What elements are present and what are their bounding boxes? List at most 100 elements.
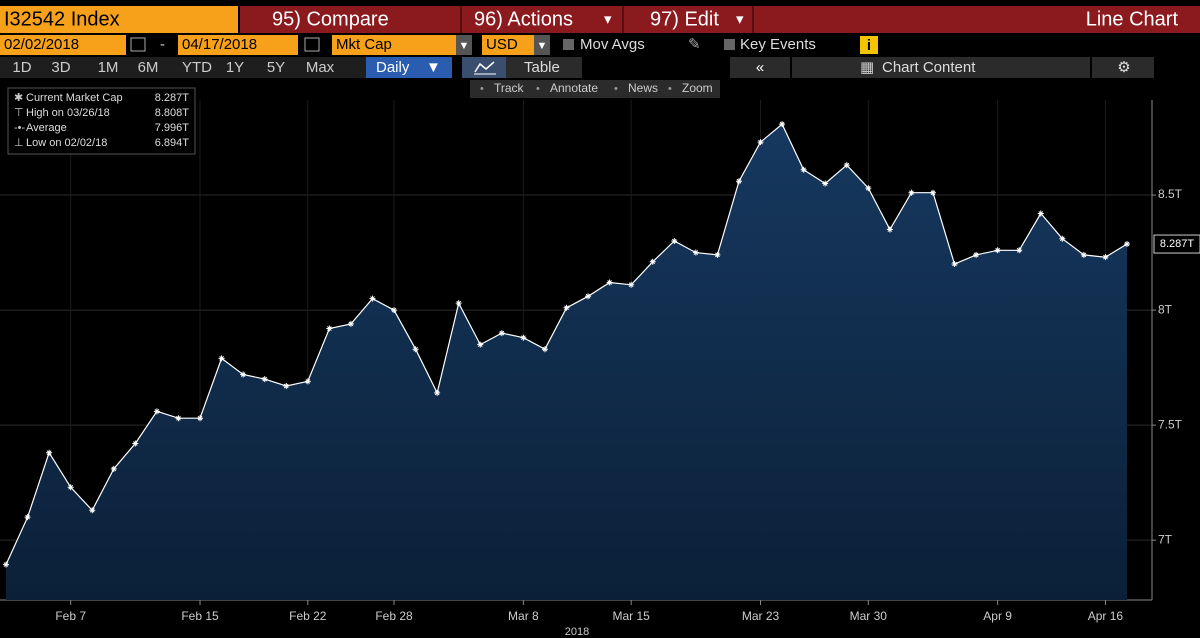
point-marker <box>46 449 53 456</box>
point-marker <box>304 378 311 385</box>
y-tick-label: 7T <box>1158 532 1173 546</box>
svg-text:⚙: ⚙ <box>1117 59 1130 76</box>
legend-name: Low on 02/02/18 <box>26 137 107 149</box>
point-marker <box>455 300 462 307</box>
start-date[interactable]: 02/02/2018 <box>4 36 79 53</box>
point-marker <box>541 346 548 353</box>
point-marker <box>714 251 721 258</box>
point-marker <box>261 376 268 383</box>
svg-text:✎: ✎ <box>688 36 701 53</box>
tab-table[interactable]: Table <box>524 59 560 76</box>
legend-box <box>7 87 196 155</box>
option-key-events[interactable]: Key Events <box>740 36 816 53</box>
legend-value: 7.996T <box>155 122 190 134</box>
point-marker <box>1059 235 1066 242</box>
legend-name: Current Market Cap <box>26 92 123 104</box>
svg-text:▾: ▾ <box>604 11 612 28</box>
point-marker <box>89 507 96 514</box>
legend-symbol: ⊤ <box>14 107 24 119</box>
legend-value: 6.894T <box>155 137 190 149</box>
period-button[interactable]: 1M <box>98 59 119 76</box>
period-button[interactable]: YTD <box>182 59 212 76</box>
point-marker <box>929 189 936 196</box>
legend-symbol: -•- <box>14 122 26 134</box>
point-marker <box>951 261 958 268</box>
point-marker <box>175 415 182 422</box>
legend-value: 8.808T <box>155 107 190 119</box>
point-marker <box>3 561 9 568</box>
point-marker <box>994 247 1001 254</box>
point-marker <box>671 238 678 245</box>
svg-text:«: « <box>756 59 764 76</box>
x-tick-label: Mar 15 <box>612 609 650 623</box>
y-tick-label: 8.5T <box>1158 187 1183 201</box>
point-marker <box>1037 210 1044 217</box>
menu-compare[interactable]: 95) Compare <box>272 8 389 30</box>
point-marker <box>240 371 247 378</box>
tool-button[interactable]: Annotate <box>550 81 598 95</box>
svg-text:▼: ▼ <box>459 40 470 52</box>
x-tick-label: Mar 23 <box>742 609 780 623</box>
menu-edit[interactable]: 97) Edit <box>650 8 719 30</box>
x-tick-label: Feb 15 <box>181 609 219 623</box>
tool-icon: • <box>668 83 672 95</box>
legend-symbol: ✱ <box>14 92 23 104</box>
period-button[interactable]: 1D <box>12 59 31 76</box>
tool-icon: • <box>614 83 618 95</box>
period-button[interactable]: 3D <box>51 59 70 76</box>
legend-value: 8.287T <box>155 92 190 104</box>
view-name: Line Chart <box>1086 8 1179 30</box>
tool-button[interactable]: News <box>628 81 658 95</box>
current-tag <box>1153 234 1200 254</box>
currency[interactable]: USD <box>486 36 518 53</box>
period-button[interactable]: Max <box>306 59 335 76</box>
y-tick-label: 8T <box>1158 302 1173 316</box>
svg-text:▼: ▼ <box>426 59 441 76</box>
menu-actions[interactable]: 96) Actions <box>474 8 573 30</box>
point-marker <box>886 226 893 233</box>
area <box>6 124 1127 600</box>
point-marker <box>326 325 333 332</box>
point-marker <box>218 355 225 362</box>
x-axis-label: 2018 <box>565 626 589 638</box>
x-tick-label: Feb 7 <box>55 609 86 623</box>
tool-button[interactable]: Zoom <box>682 81 713 95</box>
point-marker <box>197 415 204 422</box>
point-marker <box>606 279 613 286</box>
y-tick-label: 7.5T <box>1158 417 1183 431</box>
point-marker <box>110 465 117 472</box>
point-marker <box>779 121 786 128</box>
point-marker <box>369 295 376 302</box>
period-button[interactable]: 1Y <box>226 59 244 76</box>
frequency[interactable]: Daily <box>376 59 410 76</box>
point-marker <box>498 330 505 337</box>
point-marker <box>822 180 829 187</box>
tool-icon: • <box>536 83 540 95</box>
field[interactable]: Mkt Cap <box>336 36 392 53</box>
point-marker <box>67 484 74 491</box>
point-marker <box>24 514 31 521</box>
option-mov-avgs[interactable]: Mov Avgs <box>580 36 645 53</box>
point-marker <box>434 389 441 396</box>
point-marker <box>1124 241 1130 248</box>
point-marker <box>563 304 570 311</box>
point-marker <box>477 341 484 348</box>
x-tick-label: Apr 9 <box>983 609 1012 623</box>
ticker-bg <box>0 6 238 33</box>
x-tick-label: Apr 16 <box>1088 609 1124 623</box>
point-marker <box>283 383 290 390</box>
tab-chart-content[interactable]: Chart Content <box>882 59 976 76</box>
point-marker <box>865 185 872 192</box>
end-date[interactable]: 04/17/2018 <box>182 36 257 53</box>
menu-bar <box>240 6 1200 33</box>
point-marker <box>628 281 635 288</box>
point-marker <box>908 189 915 196</box>
period-button[interactable]: 6M <box>138 59 159 76</box>
legend-name: High on 03/26/18 <box>26 107 110 119</box>
tool-icon: • <box>480 83 484 95</box>
point-marker <box>692 249 699 256</box>
tool-button[interactable]: Track <box>494 81 525 95</box>
current-value-label: 8.287T <box>1160 238 1195 250</box>
period-button[interactable]: 5Y <box>267 59 285 76</box>
